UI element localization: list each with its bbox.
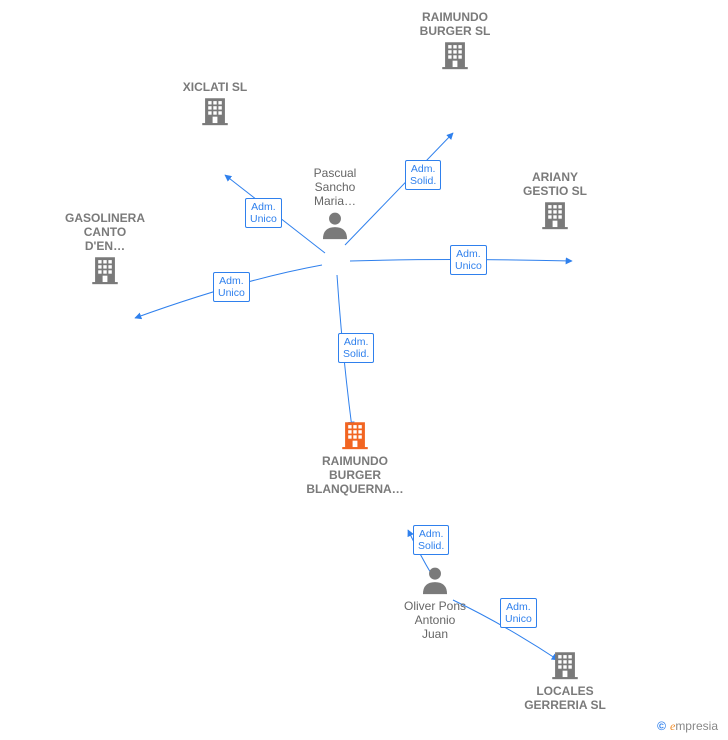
edge-label-oliver-raimundo_blanq: Adm.Solid. [413, 525, 449, 555]
network-diagram: { "diagram": { "type": "network", "width… [0, 0, 728, 740]
node-raimundo_blanq[interactable]: RAIMUNDOBURGERBLANQUERNA… [290, 418, 420, 496]
node-label: RAIMUNDOBURGERBLANQUERNA… [290, 454, 420, 496]
edge-label-oliver-locales: Adm.Unico [500, 598, 537, 628]
copyright-symbol: © [657, 719, 666, 733]
building-icon [548, 648, 582, 682]
edge-label-pascual-ariany: Adm.Unico [450, 245, 487, 275]
node-raimundo_burger[interactable]: RAIMUNDOBURGER SL [400, 8, 510, 72]
node-pascual[interactable]: PascualSanchoMaria… [285, 164, 385, 242]
edge-label-pascual-raimundo_blanq: Adm.Solid. [338, 333, 374, 363]
node-locales[interactable]: LOCALESGERRERIA SL [510, 648, 620, 712]
edge-label-pascual-raimundo_burger: Adm.Solid. [405, 160, 441, 190]
edge-label-pascual-xiclati: Adm.Unico [245, 198, 282, 228]
node-oliver[interactable]: Oliver PonsAntonioJuan [380, 563, 490, 641]
node-label: Oliver PonsAntonioJuan [380, 599, 490, 641]
node-label: ARIANYGESTIO SL [505, 170, 605, 198]
node-xiclati[interactable]: XICLATI SL [170, 78, 260, 128]
person-icon [418, 563, 452, 597]
brand-name: mpresia [675, 719, 718, 733]
node-label: RAIMUNDOBURGER SL [400, 10, 510, 38]
node-label: GASOLINERACANTOD'EN… [50, 211, 160, 253]
building-icon [538, 198, 572, 232]
building-icon [338, 418, 372, 452]
person-icon [318, 208, 352, 242]
building-icon [438, 38, 472, 72]
edge-label-pascual-gasolinera: Adm.Unico [213, 272, 250, 302]
node-label: LOCALESGERRERIA SL [510, 684, 620, 712]
node-ariany[interactable]: ARIANYGESTIO SL [505, 168, 605, 232]
edges-layer [0, 0, 728, 740]
building-icon [198, 94, 232, 128]
node-label: XICLATI SL [170, 80, 260, 94]
node-gasolinera[interactable]: GASOLINERACANTOD'EN… [50, 209, 160, 287]
building-icon [88, 253, 122, 287]
watermark: ©empresia [657, 719, 718, 734]
node-label: PascualSanchoMaria… [285, 166, 385, 208]
